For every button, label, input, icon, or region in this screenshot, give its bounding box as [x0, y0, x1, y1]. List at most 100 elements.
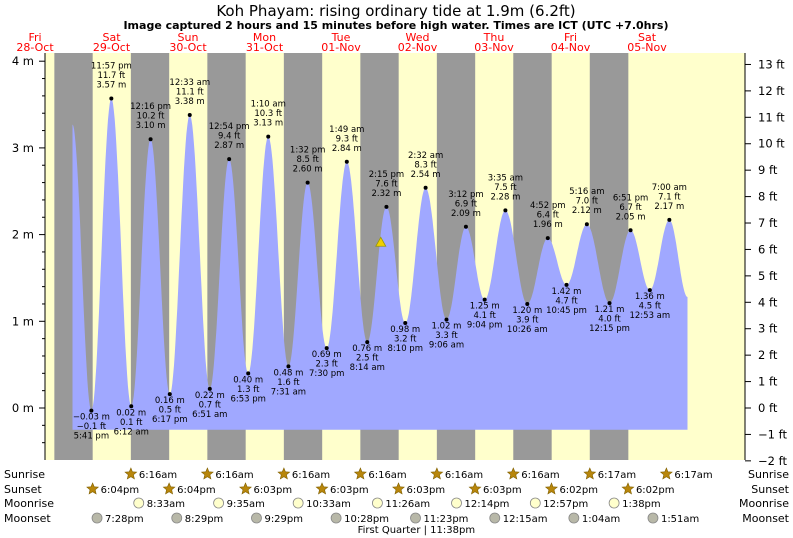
tide-extreme-point: [365, 340, 370, 345]
moonset-row-label-left: Moonset: [4, 512, 51, 525]
low-tide-label: 0.48 m: [273, 368, 303, 378]
day-name: Mon: [253, 31, 276, 44]
tide-extreme-point: [167, 392, 172, 397]
high-tide-label: 7:00 am: [652, 183, 687, 193]
y-ft-tick-label: −1 ft: [758, 427, 787, 441]
y-ft-tick-label: −2 ft: [758, 454, 787, 468]
low-tide-label: 1.36 m: [635, 292, 665, 302]
low-tide-label: 1.6 ft: [277, 378, 300, 388]
low-tide-label: 0.69 m: [312, 350, 342, 360]
day-name: Thu: [483, 31, 505, 44]
y-ft-tick-label: 4 ft: [758, 295, 778, 309]
sunrise-row-label-right: Sunrise: [748, 468, 789, 481]
sunset-time: 6:03pm: [483, 485, 522, 496]
low-tide-label: 0.7 ft: [199, 400, 222, 410]
day-name: Fri: [28, 31, 41, 44]
high-tide-label: 11.1 ft: [176, 87, 204, 97]
high-tide-label: 9.4 ft: [218, 132, 241, 142]
sunrise-time: 6:16am: [139, 470, 177, 481]
sunrise-time: 6:16am: [292, 470, 330, 481]
sunrise-time: 6:16am: [215, 470, 253, 481]
low-tide-label: 6:53 pm: [230, 394, 265, 404]
day-date: 05-Nov: [627, 41, 667, 54]
high-tide-label: 2.05 m: [616, 212, 646, 222]
high-tide-label: 7.5 ft: [494, 183, 517, 193]
moonset-icon: [489, 512, 501, 524]
tide-extreme-point: [647, 288, 652, 293]
tide-extreme-point: [148, 137, 153, 142]
low-tide-label: 0.22 m: [195, 391, 225, 401]
moonrise-time: 12:14pm: [465, 499, 510, 510]
tide-extreme-point: [463, 224, 468, 229]
y-axis-meters: 4 m 3 m 2 m 1 m 0 m: [12, 53, 46, 460]
sunrise-time: 6:16am: [368, 470, 406, 481]
y-ft-tick-label: 12 ft: [758, 84, 785, 98]
high-tide-label: 6.4 ft: [537, 211, 560, 221]
tide-extreme-point: [324, 346, 329, 351]
y-tick-label: 4 m: [12, 54, 34, 68]
low-tide-label: 3.3 ft: [435, 331, 458, 341]
chart-title: Koh Phayam: rising ordinary tide at 1.9m…: [216, 2, 575, 20]
low-tide-label: 9:06 am: [429, 341, 464, 351]
high-tide-label: 2.60 m: [293, 165, 323, 175]
sunrise-icon: [659, 467, 673, 480]
low-tide-label: 3.9 ft: [516, 315, 539, 325]
low-tide-label: 12:15 pm: [589, 324, 630, 334]
high-tide-label: 2:15 pm: [369, 170, 404, 180]
high-tide-label: 2.09 m: [451, 209, 481, 219]
low-tide-label: 4.1 ft: [473, 311, 496, 321]
day-date: 28-Oct: [16, 41, 54, 54]
moonrise-icon: [292, 497, 304, 509]
tide-extreme-point: [423, 185, 428, 190]
sunset-icon: [544, 482, 558, 495]
moonrise-icon: [372, 497, 383, 509]
high-tide-label: 2.17 m: [654, 202, 684, 212]
high-tide-label: 2.84 m: [332, 144, 362, 154]
moonset-time: 1:04am: [582, 514, 620, 525]
high-tide-label: 3.10 m: [136, 121, 166, 131]
tide-extreme-point: [266, 134, 271, 139]
low-tide-label: 0.76 m: [352, 344, 382, 354]
low-tide-label: 0.40 m: [233, 375, 263, 385]
low-tide-label: 4.5 ft: [639, 302, 662, 312]
day-date: 29-Oct: [93, 41, 131, 54]
day-name: Sat: [638, 31, 657, 44]
low-tide-label: 3.2 ft: [394, 335, 417, 345]
moonrise-icon: [213, 497, 225, 509]
day-name: Sat: [102, 31, 121, 44]
tide-extreme-point: [444, 317, 449, 322]
high-tide-label: 1:32 pm: [290, 146, 325, 156]
tide-extreme-point: [89, 408, 94, 413]
low-tide-label: 1.21 m: [595, 305, 625, 315]
moonrise-time: 1:38pm: [622, 499, 661, 510]
tide-extreme-point: [628, 228, 633, 233]
day-date: 04-Nov: [551, 41, 591, 54]
moonrise-icon: [529, 497, 541, 509]
tide-extreme-point: [545, 236, 550, 241]
moonset-time: 9:29pm: [264, 514, 303, 525]
moonset-time: 12:15am: [503, 514, 548, 525]
sunset-icon: [392, 482, 405, 495]
high-tide-label: 10.2 ft: [137, 112, 165, 122]
y-ft-tick-label: 11 ft: [758, 110, 785, 124]
high-tide-label: 12:16 pm: [130, 102, 171, 112]
sunrise-icon: [124, 467, 138, 480]
moonrise-icon: [451, 497, 462, 509]
tide-extreme-point: [227, 157, 232, 162]
high-tide-label: 8.3 ft: [414, 160, 437, 170]
sunset-icon: [86, 482, 100, 495]
moonrise-time: 11:26am: [385, 499, 430, 510]
sunrise-icon: [506, 467, 520, 480]
high-tide-label: 2.28 m: [490, 192, 520, 202]
day-name: Sun: [178, 31, 199, 44]
day-date: 03-Nov: [474, 41, 514, 54]
y-ft-tick-label: 1 ft: [758, 375, 778, 389]
high-tide-label: 7.0 ft: [576, 197, 599, 207]
tide-extreme-point: [187, 112, 192, 117]
moonrise-time: 10:33am: [306, 499, 351, 510]
sunset-row-label-right: Sunset: [751, 483, 789, 496]
tide-series-area: [72, 98, 688, 430]
